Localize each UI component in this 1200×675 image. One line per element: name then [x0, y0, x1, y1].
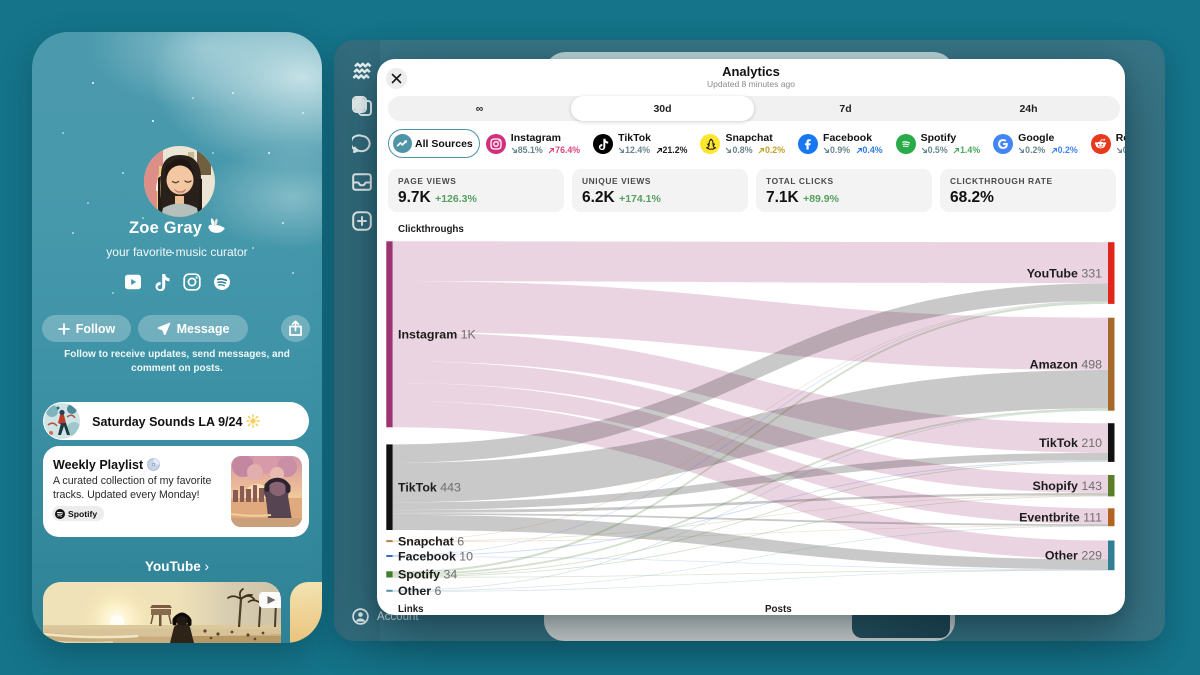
svg-text:Shopify 143: Shopify 143	[1032, 479, 1102, 493]
svg-text:Amazon 498: Amazon 498	[1030, 358, 1102, 372]
svg-text:Posts: Posts	[765, 604, 792, 615]
svg-text:Eventbrite 111: Eventbrite 111	[1019, 511, 1102, 525]
svg-text:Spotify 34: Spotify 34	[398, 568, 457, 582]
svg-text:Links: Links	[398, 604, 424, 615]
svg-text:TikTok 210: TikTok 210	[1039, 436, 1102, 450]
svg-text:Other 229: Other 229	[1045, 549, 1102, 563]
svg-text:YouTube 331: YouTube 331	[1027, 266, 1102, 280]
svg-text:Facebook 10: Facebook 10	[398, 549, 473, 563]
svg-text:TikTok 443: TikTok 443	[398, 481, 461, 495]
svg-text:Other 6: Other 6	[398, 584, 441, 598]
svg-text:Instagram 1K: Instagram 1K	[398, 328, 477, 342]
svg-text:Snapchat 6: Snapchat 6	[398, 534, 464, 548]
